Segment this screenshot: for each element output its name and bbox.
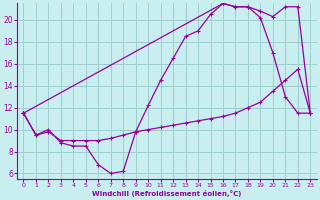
- X-axis label: Windchill (Refroidissement éolien,°C): Windchill (Refroidissement éolien,°C): [92, 190, 242, 197]
